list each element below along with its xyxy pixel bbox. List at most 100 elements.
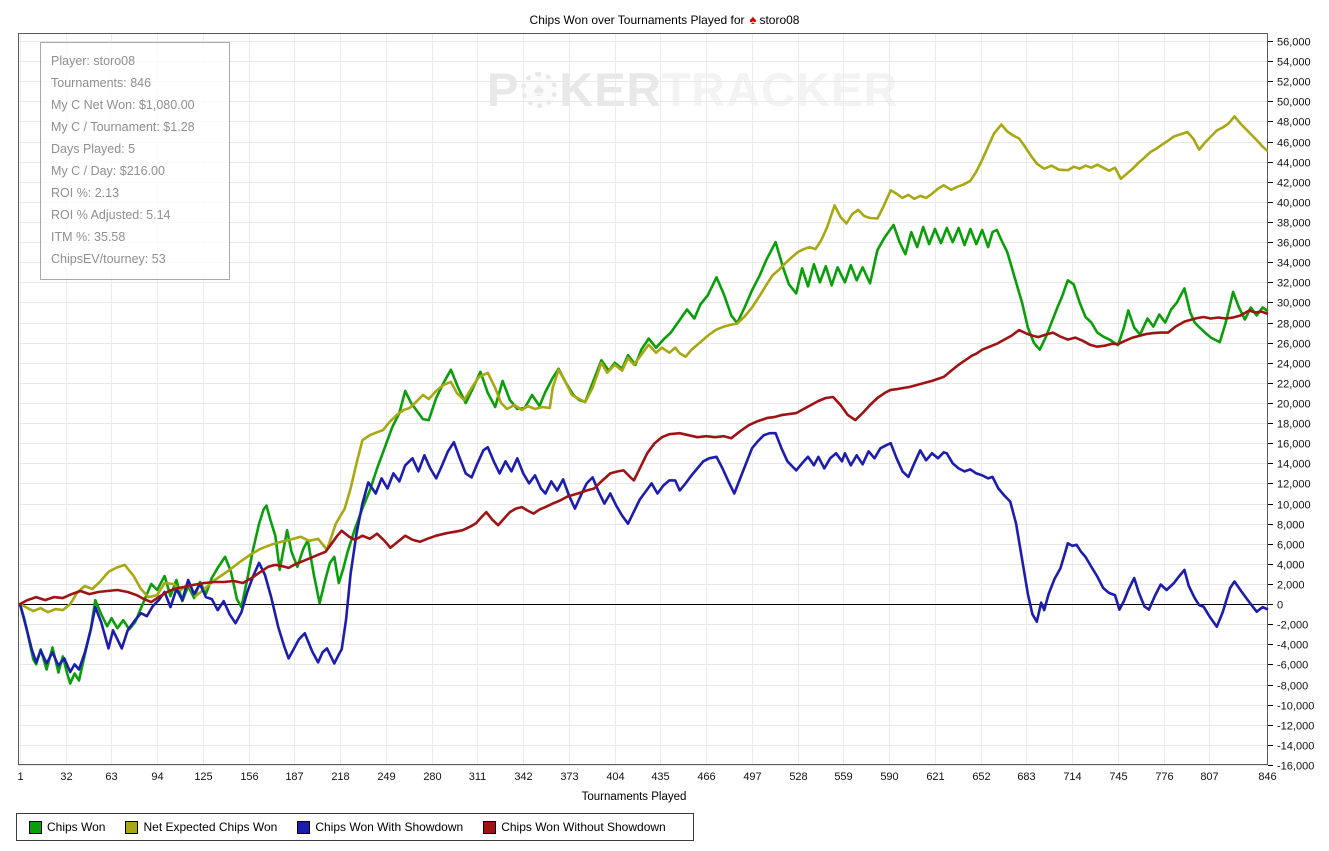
legend-swatch bbox=[297, 820, 311, 834]
y-axis-tick-label: 2,000 bbox=[1277, 580, 1305, 592]
x-axis-tick-label: 846 bbox=[1258, 771, 1276, 783]
y-axis-tick-label: 8,000 bbox=[1277, 520, 1305, 532]
x-axis-tick-label: 125 bbox=[194, 771, 212, 783]
series-line-chips-won-without-showdown bbox=[18, 309, 1269, 606]
x-axis-tick-label: 404 bbox=[606, 771, 624, 783]
y-axis-tick-label: 42,000 bbox=[1277, 178, 1311, 190]
legend-swatch bbox=[125, 820, 139, 834]
legend-swatch bbox=[29, 820, 42, 834]
x-axis-tick-label: 559 bbox=[834, 771, 852, 783]
x-axis-tick-label: 218 bbox=[331, 771, 349, 783]
x-axis-tick-label: 776 bbox=[1155, 771, 1173, 783]
y-axis-tick-label: -8,000 bbox=[1277, 681, 1308, 693]
legend-item-chips-won-with-showdown: Chips Won With Showdown bbox=[297, 820, 463, 834]
y-axis-tick-label: 4,000 bbox=[1277, 560, 1305, 572]
y-axis-tick-label: 30,000 bbox=[1277, 298, 1311, 310]
x-axis-tick-label: 94 bbox=[151, 771, 163, 783]
x-axis-tick-label: 342 bbox=[514, 771, 532, 783]
y-axis-tick-label: 48,000 bbox=[1277, 117, 1311, 129]
x-axis-tick-label: 683 bbox=[1017, 771, 1035, 783]
x-axis-tick-label: 652 bbox=[972, 771, 990, 783]
x-axis-tick-label: 435 bbox=[651, 771, 669, 783]
y-axis-tick-label: 10,000 bbox=[1277, 500, 1311, 512]
y-axis-tick-label: -12,000 bbox=[1277, 721, 1314, 733]
x-axis-tick-label: 249 bbox=[377, 771, 395, 783]
x-axis-tick-label: 621 bbox=[926, 771, 944, 783]
watermark-text-p: P bbox=[487, 63, 520, 116]
series-line-net-expected-chips-won bbox=[18, 115, 1269, 614]
x-axis-tick-label: 497 bbox=[743, 771, 761, 783]
x-axis-tick-label: 528 bbox=[789, 771, 807, 783]
y-axis-tick-label: 32,000 bbox=[1277, 278, 1311, 290]
x-axis-title: Tournaments Played bbox=[581, 791, 687, 803]
y-axis-tick-label: 38,000 bbox=[1277, 218, 1311, 230]
x-axis-tick-label: 187 bbox=[285, 771, 303, 783]
y-axis-tick-label: 6,000 bbox=[1277, 540, 1305, 552]
y-axis-tick-label: 16,000 bbox=[1277, 439, 1311, 451]
x-axis-tick-label: 1 bbox=[17, 771, 23, 783]
title-player-name: storo08 bbox=[759, 13, 800, 27]
stats-panel: Player: storo08 Tournaments: 846 My C Net … bbox=[40, 42, 230, 280]
y-axis-tick-label: 18,000 bbox=[1277, 419, 1311, 431]
legend-item-chips-won-without-showdown: Chips Won Without Showdown bbox=[483, 820, 666, 834]
y-axis-tick-label: 26,000 bbox=[1277, 339, 1311, 351]
legend-item-chips-won: Chips Won bbox=[29, 820, 105, 834]
stats-row: My C Net Won: $1,080.00 bbox=[51, 98, 195, 112]
stats-row: My C / Day: $216.00 bbox=[51, 164, 165, 178]
y-axis-tick-label: 22,000 bbox=[1277, 379, 1311, 391]
legend: Chips Won Net Expected Chips Won Chips Won… bbox=[16, 813, 694, 841]
y-axis-tick-label: 50,000 bbox=[1277, 97, 1311, 109]
x-axis-tick-label: 311 bbox=[469, 771, 487, 783]
y-axis-tick-label: 56,000 bbox=[1277, 37, 1311, 49]
y-axis-tick-label: -16,000 bbox=[1277, 761, 1314, 773]
x-axis-tick-label: 590 bbox=[880, 771, 898, 783]
legend-label: Chips Won Without Showdown bbox=[501, 820, 666, 834]
title-text: Chips Won over Tournaments Played for bbox=[529, 13, 745, 27]
stats-row: ChipsEV/tourney: 53 bbox=[51, 252, 166, 266]
x-axis-tick-label: 807 bbox=[1200, 771, 1218, 783]
series-line-chips-won-with-showdown bbox=[18, 431, 1269, 674]
stats-row: ITM %: 35.58 bbox=[51, 230, 126, 244]
x-axis-tick-label: 373 bbox=[560, 771, 578, 783]
stats-row: Days Played: 5 bbox=[51, 142, 136, 156]
y-axis-tick-label: 12,000 bbox=[1277, 479, 1311, 491]
legend-label: Chips Won bbox=[47, 820, 106, 834]
x-axis-tick-label: 280 bbox=[423, 771, 441, 783]
y-axis-tick-label: -14,000 bbox=[1277, 741, 1314, 753]
x-axis-tick-label: 156 bbox=[240, 771, 258, 783]
x-axis-tick-label: 32 bbox=[60, 771, 72, 783]
y-axis-tick-label: -6,000 bbox=[1277, 660, 1308, 672]
x-axis-tick-label: 466 bbox=[697, 771, 715, 783]
page-title: Chips Won over Tournaments Played for ♠ st… bbox=[0, 12, 1329, 27]
legend-label: Chips Won With Showdown bbox=[315, 820, 464, 834]
y-axis-tick-label: 52,000 bbox=[1277, 77, 1311, 89]
y-axis-tick-label: 54,000 bbox=[1277, 57, 1311, 69]
y-axis-tick-label: 0 bbox=[1277, 600, 1283, 612]
y-axis-tick-label: 40,000 bbox=[1277, 198, 1311, 210]
legend-label: Net Expected Chips Won bbox=[143, 820, 278, 834]
watermark-text-tracker: TRACKER bbox=[661, 63, 899, 116]
series-line-chips-won bbox=[18, 223, 1269, 685]
y-axis-tick-label: 28,000 bbox=[1277, 319, 1311, 331]
stats-row: Tournaments: 846 bbox=[51, 76, 152, 90]
y-axis-tick-label: 24,000 bbox=[1277, 359, 1311, 371]
y-axis-tick-label: -2,000 bbox=[1277, 620, 1308, 632]
legend-item-net-expected-chips-won: Net Expected Chips Won bbox=[125, 820, 277, 834]
pokertracker-watermark: P ♠ KER TRACKER bbox=[487, 62, 898, 117]
watermark-text-ker: KER bbox=[559, 63, 662, 116]
x-axis-tick-label: 745 bbox=[1109, 771, 1127, 783]
y-axis-tick-label: -4,000 bbox=[1277, 640, 1308, 652]
y-axis-tick-label: -10,000 bbox=[1277, 701, 1314, 713]
y-axis-tick-label: 34,000 bbox=[1277, 258, 1311, 270]
x-axis-tick-label: 63 bbox=[105, 771, 117, 783]
y-axis-tick-label: 46,000 bbox=[1277, 138, 1311, 150]
y-axis-tick-label: 20,000 bbox=[1277, 399, 1311, 411]
stats-row: My C / Tournament: $1.28 bbox=[51, 120, 195, 134]
y-axis-tick-label: 44,000 bbox=[1277, 158, 1311, 170]
stats-row: Player: storo08 bbox=[51, 54, 136, 68]
x-axis-tick-label: 714 bbox=[1063, 771, 1081, 783]
pokerstars-spade-icon: ♠ bbox=[749, 12, 757, 27]
y-axis-tick-label: 36,000 bbox=[1277, 238, 1311, 250]
y-axis-tick-label: 14,000 bbox=[1277, 459, 1311, 471]
